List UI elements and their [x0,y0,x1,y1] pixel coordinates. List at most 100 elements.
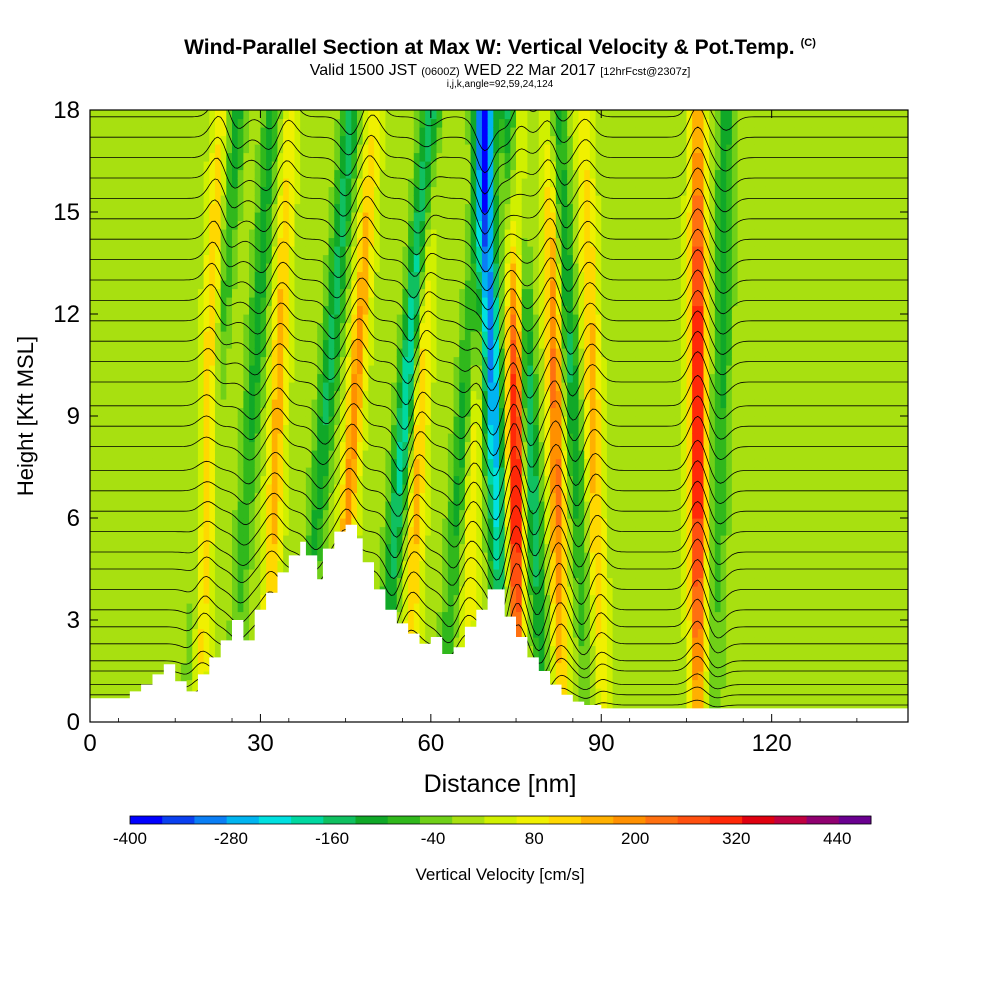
velocity-cell [447,450,455,460]
velocity-cell [260,246,267,256]
velocity-cell [243,475,250,485]
velocity-cell [175,577,182,587]
velocity-cell [118,671,125,681]
velocity-cell [356,407,364,417]
velocity-cell [322,135,330,145]
velocity-cell [379,280,386,290]
velocity-cell [90,237,97,247]
velocity-cell [135,305,142,315]
velocity-cell [271,271,279,281]
velocity-cell [408,135,415,145]
velocity-cell [254,246,262,256]
velocity-cell [300,526,307,536]
velocity-cell [209,594,216,604]
velocity-cell [328,186,335,196]
velocity-cell [396,203,404,213]
velocity-cell [192,484,199,494]
velocity-cell [175,220,182,230]
velocity-cell [436,305,443,315]
velocity-cell [226,543,233,553]
velocity-cell [129,611,137,621]
velocity-cell [180,416,188,426]
velocity-cell [169,645,176,655]
velocity-cell [470,195,477,205]
velocity-cell [101,169,108,179]
velocity-cell [266,560,273,570]
velocity-cell [305,135,313,145]
velocity-cell [476,569,483,579]
velocity-cell [129,594,137,604]
velocity-cell [311,365,318,375]
velocity-cell [271,161,279,171]
velocity-cell [374,195,381,205]
velocity-cell [288,382,296,392]
velocity-cell [356,186,364,196]
velocity-cell [351,322,358,332]
velocity-cell [470,220,477,230]
velocity-cell [118,348,125,358]
velocity-cell [368,543,375,553]
velocity-cell [226,433,233,443]
velocity-cell [249,543,256,553]
velocity-cell [135,654,142,664]
velocity-cell [430,399,438,409]
velocity-cell [175,348,182,358]
velocity-cell [232,526,239,536]
velocity-cell [339,186,347,196]
velocity-cell [175,611,182,621]
velocity-cell [305,144,313,154]
velocity-cell [447,365,455,375]
velocity-cell [118,526,125,536]
velocity-cell [345,237,352,247]
velocity-cell [232,305,239,315]
velocity-cell [158,637,165,647]
velocity-cell [203,501,210,511]
velocity-cell [124,356,131,366]
velocity-cell [158,220,165,230]
velocity-cell [152,186,159,196]
velocity-cell [374,407,381,417]
velocity-cell [226,399,233,409]
velocity-cell [379,518,386,528]
velocity-cell [135,450,142,460]
velocity-cell [402,535,409,545]
velocity-cell [107,288,114,298]
velocity-cell [430,152,438,162]
velocity-cell [249,339,256,349]
velocity-cell [112,118,119,128]
velocity-cell [260,152,267,162]
velocity-cell [209,254,216,264]
velocity-cell [192,586,199,596]
velocity-cell [124,331,131,341]
velocity-cell [243,152,250,162]
velocity-cell [249,611,256,621]
velocity-cell [379,322,386,332]
velocity-cell [419,229,426,239]
velocity-cell [192,645,199,655]
velocity-cell [447,628,455,638]
velocity-cell [232,118,239,128]
velocity-cell [351,297,358,307]
velocity-cell [107,577,114,587]
velocity-cell [112,628,119,638]
chart-title-mark: (C) [800,37,816,49]
velocity-cell [374,535,381,545]
velocity-cell [175,127,182,137]
velocity-cell [220,433,227,443]
velocity-cell [118,271,125,281]
velocity-cell [283,144,290,154]
velocity-cell [107,339,114,349]
velocity-cell [277,220,284,230]
velocity-cell [266,220,273,230]
velocity-cell [476,203,483,213]
velocity-cell [163,305,171,315]
velocity-cell [90,144,97,154]
velocity-cell [112,688,119,698]
velocity-cell [322,339,330,349]
velocity-cell [192,628,199,638]
velocity-cell [379,390,386,400]
velocity-cell [152,246,159,256]
velocity-cell [243,416,250,426]
velocity-cell [203,161,210,171]
velocity-cell [419,475,426,485]
